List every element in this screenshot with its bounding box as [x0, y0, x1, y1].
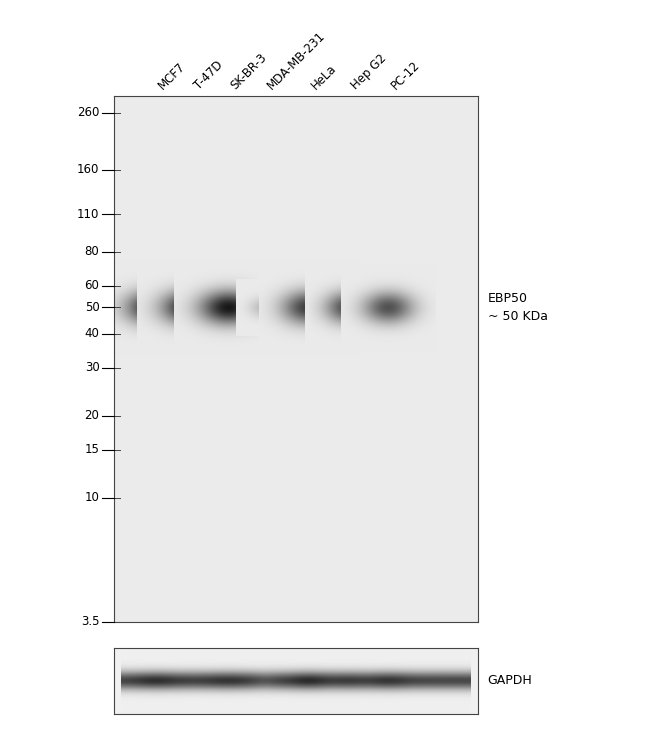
- Text: MDA-MB-231: MDA-MB-231: [265, 29, 328, 92]
- Text: 60: 60: [84, 280, 99, 292]
- Text: 10: 10: [84, 491, 99, 504]
- Text: GAPDH: GAPDH: [488, 674, 532, 687]
- Text: T-47D: T-47D: [192, 58, 226, 92]
- Text: 3.5: 3.5: [81, 615, 99, 629]
- Text: PC-12: PC-12: [389, 58, 422, 92]
- Text: 80: 80: [84, 245, 99, 258]
- Text: MCF7: MCF7: [155, 60, 188, 92]
- Text: HeLa: HeLa: [309, 62, 339, 92]
- Text: 15: 15: [84, 443, 99, 456]
- Text: ~ 50 KDa: ~ 50 KDa: [488, 310, 547, 323]
- Text: 160: 160: [77, 163, 99, 177]
- Text: 30: 30: [84, 361, 99, 375]
- Text: 50: 50: [84, 301, 99, 314]
- Text: Hep G2: Hep G2: [348, 52, 389, 92]
- Text: 40: 40: [84, 328, 99, 340]
- Text: SK-BR-3: SK-BR-3: [228, 51, 270, 92]
- Text: 110: 110: [77, 208, 99, 221]
- Text: 260: 260: [77, 106, 99, 119]
- Text: 20: 20: [84, 409, 99, 422]
- Text: EBP50: EBP50: [488, 292, 528, 305]
